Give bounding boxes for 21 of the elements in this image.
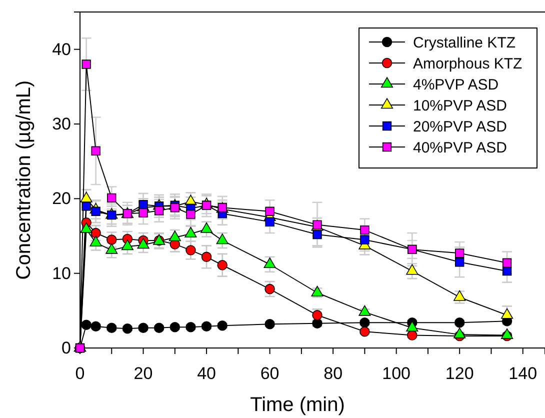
y-tick-label: 40 xyxy=(52,40,71,59)
legend-label: Crystalline KTZ xyxy=(413,34,516,52)
x-tick-label: 100 xyxy=(382,364,411,384)
legend-label: 4%PVP ASD xyxy=(413,76,499,94)
y-axis-title: Concentration (µg/mL) xyxy=(13,80,35,280)
x-tick-label: 0 xyxy=(75,364,85,384)
x-tick-label: 60 xyxy=(260,364,280,384)
y-tick-label: 20 xyxy=(52,189,71,208)
y-tick-label: 30 xyxy=(52,114,71,134)
x-tick-label: 120 xyxy=(445,364,474,384)
x-tick-label: 140 xyxy=(508,364,538,384)
legend-label: 20%PVP ASD xyxy=(413,118,508,136)
y-tick-label: 10 xyxy=(52,264,71,283)
x-axis-title: Time (min) xyxy=(250,394,345,416)
x-tick-label: 80 xyxy=(324,364,343,384)
x-tick-label: 40 xyxy=(197,364,216,384)
legend-label: 40%PVP ASD xyxy=(413,140,508,156)
legend-label: 10%PVP ASD xyxy=(413,98,508,114)
legend-label: Amorphous KTZ xyxy=(413,56,522,72)
x-tick-label: 20 xyxy=(134,364,153,384)
y-tick-label: 0 xyxy=(62,338,71,358)
